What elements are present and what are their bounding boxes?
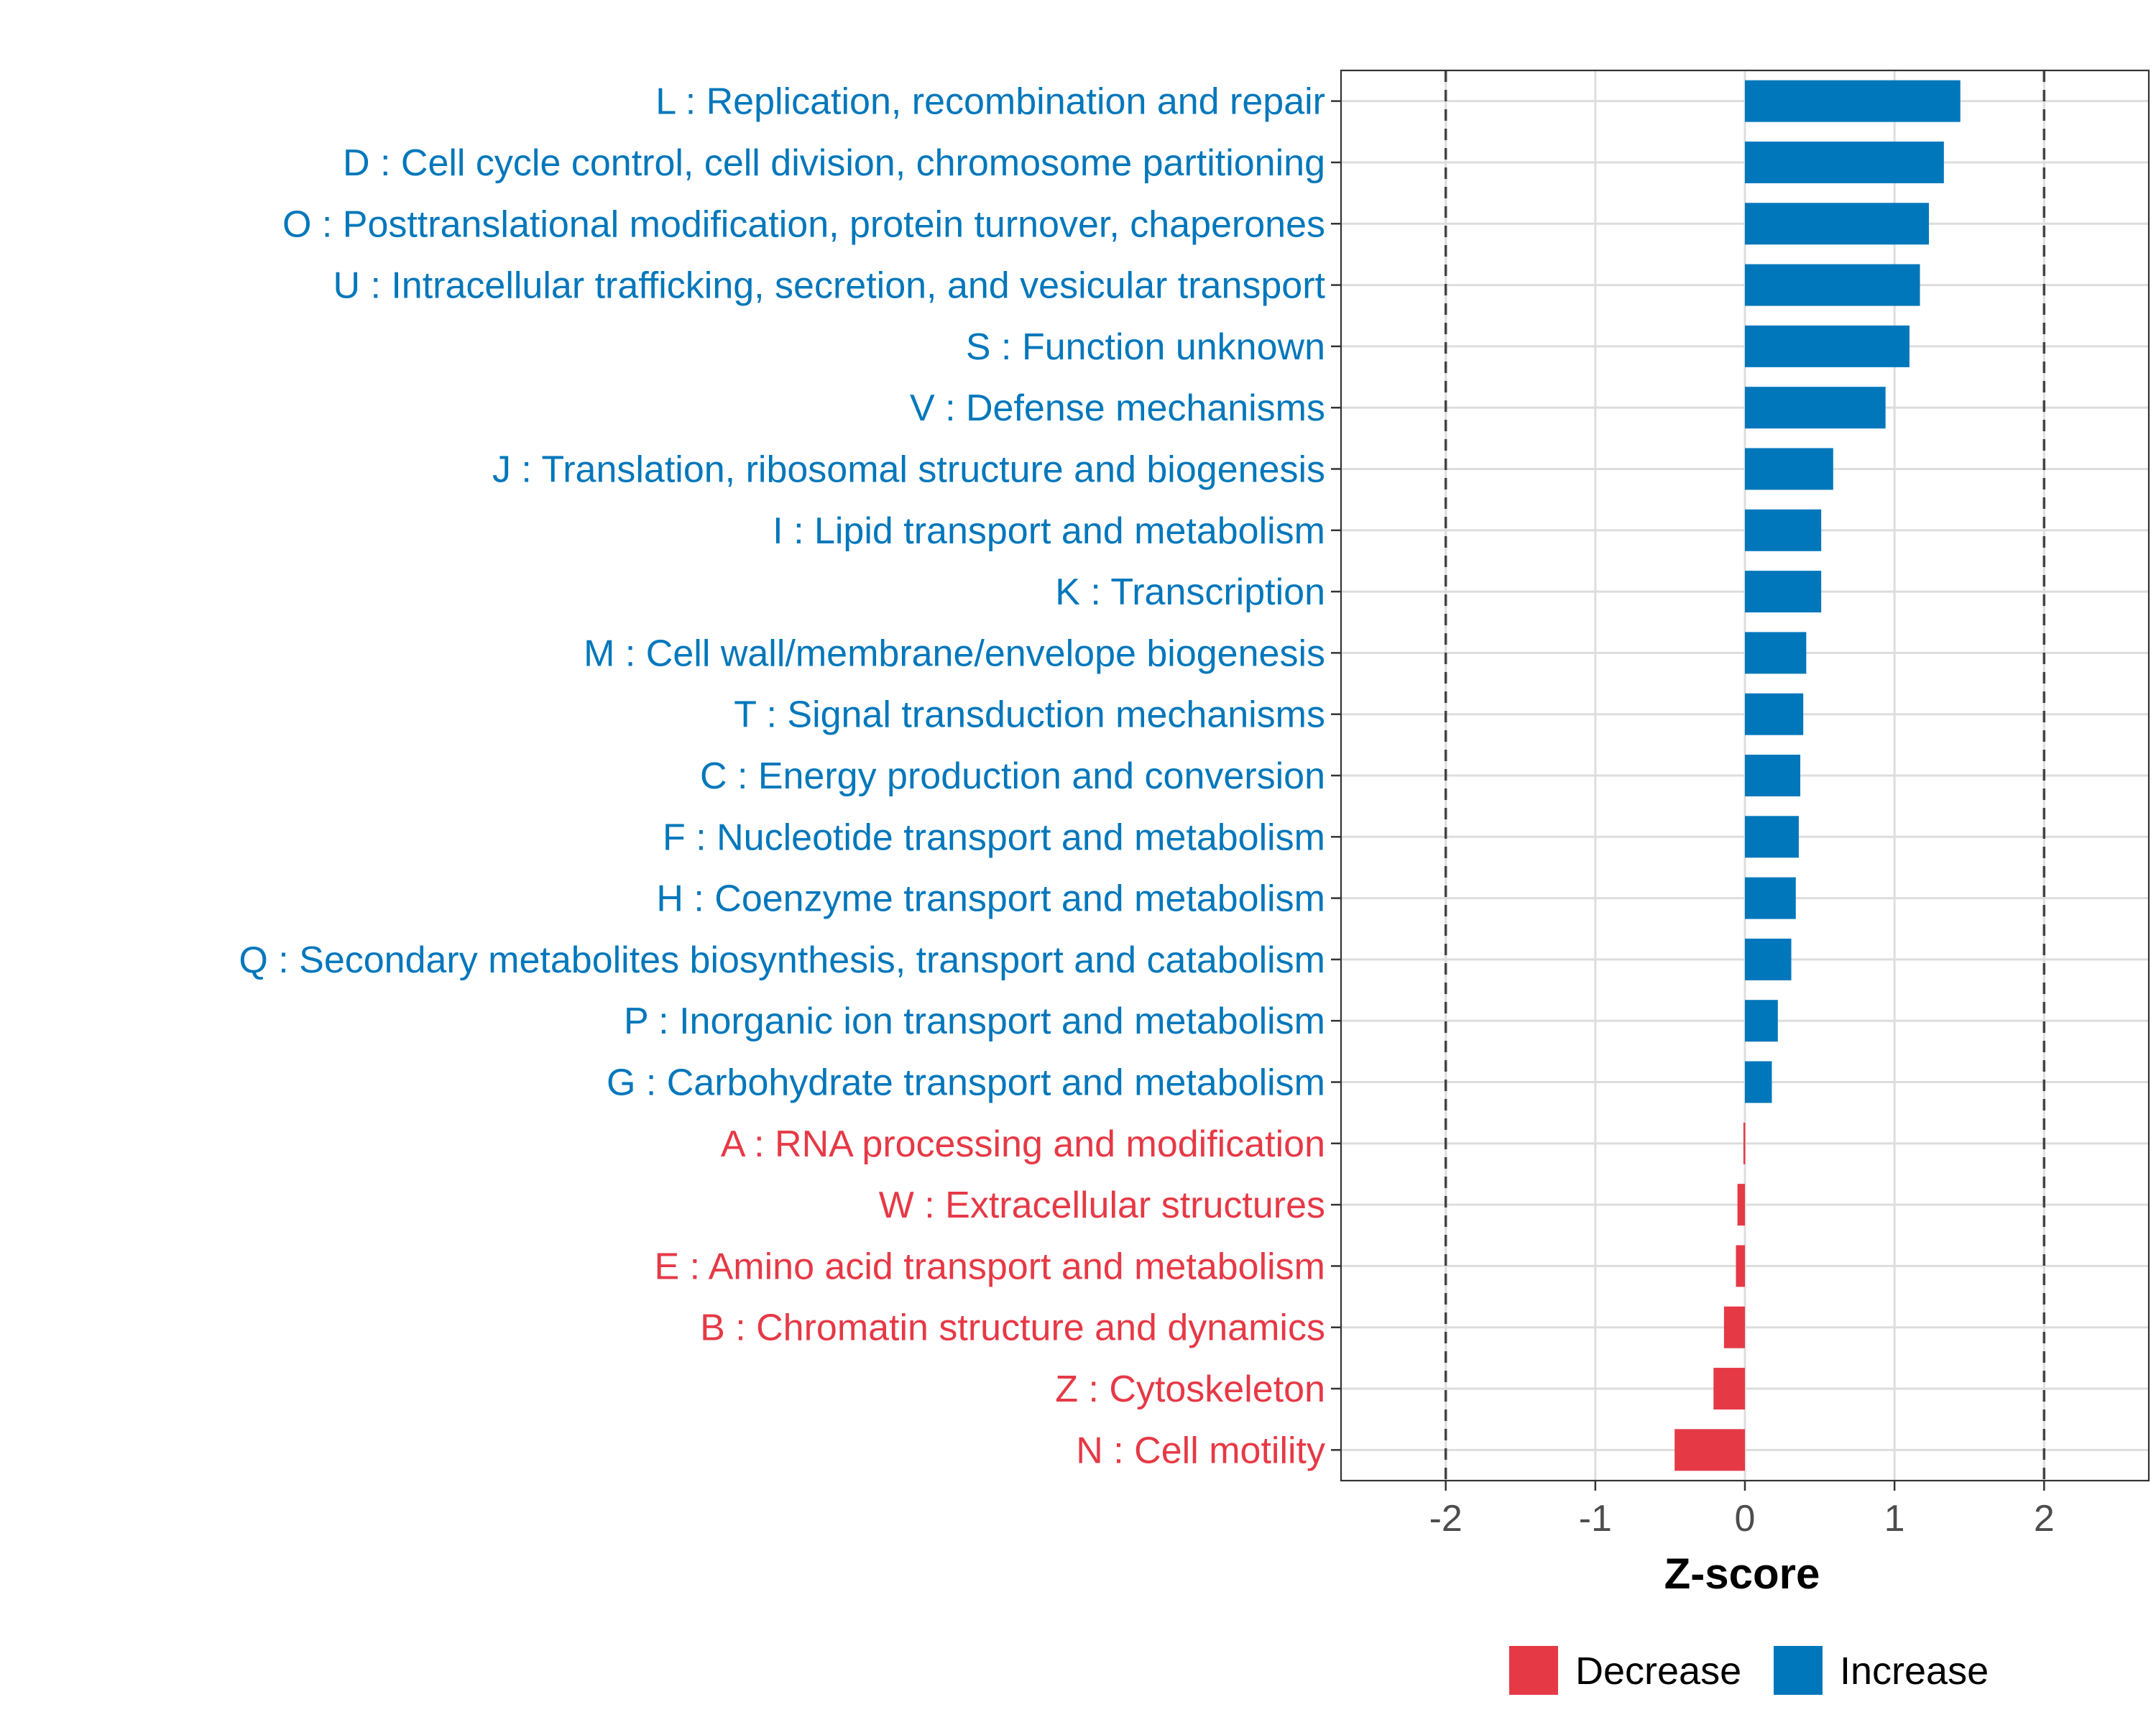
bar xyxy=(1745,877,1796,919)
y-tick-label: C : Energy production and conversion xyxy=(700,755,1325,797)
bar xyxy=(1736,1245,1745,1287)
bar xyxy=(1745,571,1822,613)
x-tick-label: 2 xyxy=(2034,1498,2055,1540)
x-tick-label: 1 xyxy=(1884,1498,1905,1540)
y-tick-label: Q : Secondary metabolites biosynthesis, … xyxy=(239,939,1325,981)
bar xyxy=(1737,1184,1745,1226)
y-tick-label: J : Translation, ribosomal structure and… xyxy=(492,448,1325,490)
legend: Decrease Increase xyxy=(1509,1646,1989,1695)
bar xyxy=(1713,1368,1745,1410)
bar xyxy=(1745,754,1801,797)
y-tick-label: V : Defense mechanisms xyxy=(910,387,1325,429)
bar xyxy=(1745,509,1822,551)
bar xyxy=(1674,1429,1745,1471)
y-tick-label: Z : Cytoskeleton xyxy=(1055,1368,1325,1410)
y-tick-label: D : Cell cycle control, cell division, c… xyxy=(343,142,1325,184)
bar xyxy=(1745,387,1886,429)
legend-label: Decrease xyxy=(1575,1650,1741,1693)
x-axis-title: Z-score xyxy=(1664,1550,1820,1598)
bar xyxy=(1745,80,1961,122)
bar xyxy=(1745,141,1944,183)
y-tick-label: M : Cell wall/membrane/envelope biogenes… xyxy=(584,632,1325,674)
bar xyxy=(1745,632,1807,674)
y-tick-label: K : Transcription xyxy=(1055,571,1325,613)
y-tick-label: L : Replication, recombination and repai… xyxy=(655,81,1325,123)
y-tick-label: A : RNA processing and modification xyxy=(721,1123,1325,1165)
y-tick-label: N : Cell motility xyxy=(1076,1430,1325,1471)
bar xyxy=(1745,938,1792,980)
bar xyxy=(1745,264,1920,306)
y-tick-label: T : Signal transduction mechanisms xyxy=(734,694,1325,736)
x-tick-label: 0 xyxy=(1735,1498,1756,1540)
y-tick-label: I : Lipid transport and metabolism xyxy=(773,510,1325,552)
bar xyxy=(1745,816,1799,858)
y-tick-label: P : Inorganic ion transport and metaboli… xyxy=(624,1000,1325,1042)
y-tick-label: U : Intracellular trafficking, secretion… xyxy=(333,265,1325,307)
y-tick-label: O : Posttranslational modification, prot… xyxy=(282,203,1325,245)
y-tick-label: B : Chromatin structure and dynamics xyxy=(700,1307,1325,1349)
bar xyxy=(1745,1061,1772,1103)
legend-swatch xyxy=(1509,1646,1558,1695)
legend-label: Increase xyxy=(1840,1650,1989,1693)
x-tick-label: -2 xyxy=(1429,1498,1462,1540)
bar xyxy=(1745,448,1833,490)
bar xyxy=(1723,1306,1745,1348)
y-tick-label: G : Carbohydrate transport and metabolis… xyxy=(607,1062,1325,1104)
legend-swatch xyxy=(1774,1646,1823,1695)
y-tick-label: E : Amino acid transport and metabolism xyxy=(654,1246,1325,1287)
y-tick-label: F : Nucleotide transport and metabolism xyxy=(663,816,1325,858)
bar xyxy=(1743,1122,1746,1164)
x-axis: -2 -1 0 1 2 xyxy=(1429,1481,2055,1540)
y-tick-label: S : Function unknown xyxy=(966,326,1325,368)
bars xyxy=(1674,80,1961,1471)
y-tick-label: H : Coenzyme transport and metabolism xyxy=(656,878,1325,920)
bar xyxy=(1745,693,1804,735)
bar xyxy=(1745,1000,1778,1042)
y-tick-label: W : Extracellular structures xyxy=(879,1184,1325,1226)
reference-lines xyxy=(1444,70,2046,1481)
x-tick-label: -1 xyxy=(1579,1498,1612,1540)
y-axis: L : Replication, recombination and repai… xyxy=(239,81,1341,1471)
bar xyxy=(1745,203,1930,245)
bar xyxy=(1745,325,1909,367)
